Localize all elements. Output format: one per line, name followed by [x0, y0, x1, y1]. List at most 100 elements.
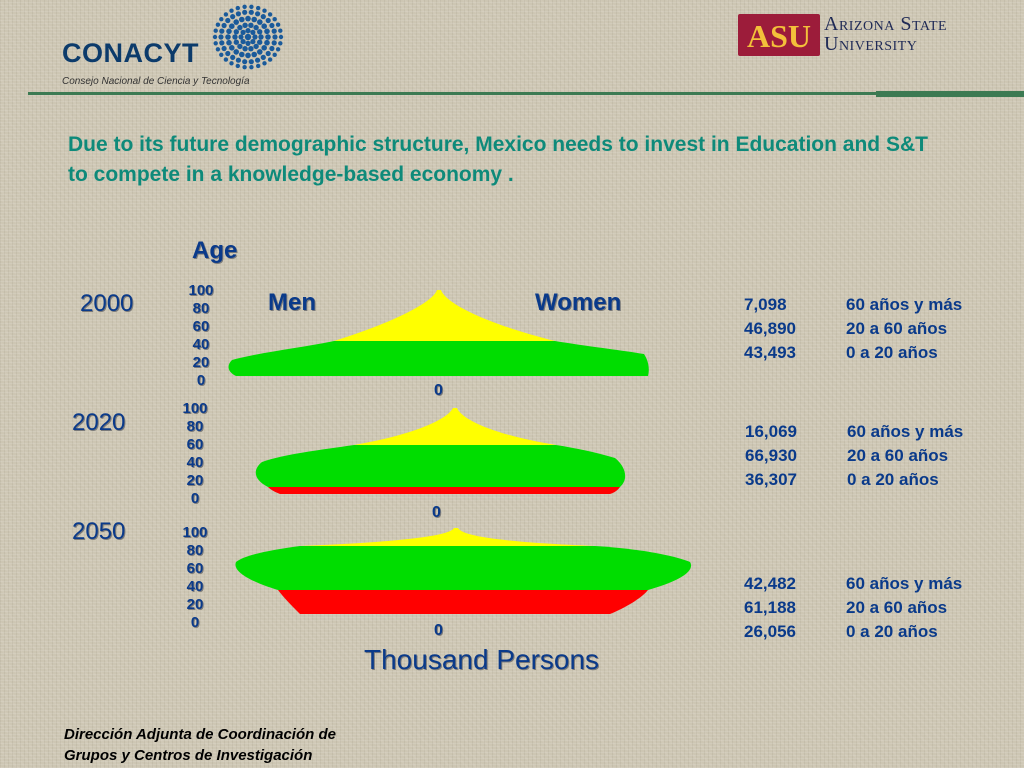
conacyt-wordmark: CONACYT [62, 38, 199, 68]
logo-dot [242, 9, 248, 15]
age-tick: 100 [182, 524, 208, 541]
stat-row: 66,930 20 a 60 años [745, 444, 963, 468]
logo-dot [251, 16, 257, 23]
logo-dot [267, 57, 273, 62]
logo-dot [213, 28, 218, 33]
age-tick: 20 [186, 596, 204, 613]
logo-dot [249, 4, 254, 9]
logo-dot [219, 28, 225, 34]
logo-dot [235, 63, 240, 69]
year-label-2000: 2000 [80, 290, 134, 317]
headline: Due to its future demographic structure,… [68, 133, 928, 186]
stat-row: 26,056 0 a 20 años [744, 620, 962, 644]
stat-value: 66,930 [745, 446, 797, 465]
conacyt-logo: CONACYT Consejo Nacional de Ciencia y Te… [0, 0, 300, 92]
logo-dot [267, 12, 273, 17]
logo-dot [235, 11, 241, 17]
stat-row: 42,482 60 años y más [744, 572, 962, 596]
age-tick: 80 [186, 542, 204, 559]
asu-logo: ASU Arizona State University [738, 12, 978, 62]
age-tick: 40 [186, 578, 204, 595]
age-tick: 0 [196, 372, 206, 389]
logo-dot [219, 40, 225, 46]
stat-value: 26,056 [744, 622, 796, 641]
logo-dot [278, 34, 284, 40]
stats-2020: 16,069 60 años y más 66,930 20 a 60 años 3… [745, 420, 963, 492]
logo-dot [223, 57, 229, 62]
logo-dot [245, 40, 251, 47]
age-tick: 20 [186, 472, 204, 489]
men-label: Men [268, 289, 316, 316]
zero-label-2020: 0 [432, 504, 441, 521]
logo-dot [275, 22, 281, 27]
logo-dot [272, 52, 277, 57]
logo-dot [223, 12, 229, 17]
age-axis-title: Age [192, 237, 238, 264]
logo-dot [269, 45, 275, 52]
pyramid-2000 [228, 290, 649, 376]
logo-dot [249, 65, 254, 70]
logo-dot [229, 61, 234, 66]
asu-name-line2: University [824, 33, 918, 55]
logo-dot [262, 8, 267, 13]
logo-dot [239, 51, 245, 58]
pyramid-2050-adult-band [235, 546, 692, 590]
logo-dot [253, 24, 259, 31]
stat-label: 0 a 20 años [846, 622, 938, 641]
women-label: Women [535, 289, 622, 316]
stat-row: 61,188 20 a 60 años [744, 596, 962, 620]
stat-value: 61,188 [744, 598, 796, 617]
asu-mark-text: ASU [747, 18, 811, 54]
logo-dot [251, 51, 257, 58]
logo-dot [262, 61, 267, 66]
logo-dot [257, 19, 263, 25]
logo-dot [248, 59, 254, 65]
age-ticks-2000: 100 80 60 40 20 0 [186, 282, 216, 390]
stat-row: 43,493 0 a 20 años [744, 341, 962, 365]
logo-dot [265, 50, 271, 57]
logo-dot [219, 52, 224, 57]
logo-dot [248, 9, 254, 15]
stat-label: 20 a 60 años [846, 319, 948, 338]
logo-dot [275, 47, 281, 52]
logo-dot [271, 28, 277, 34]
pyramid-2020-young-band [268, 487, 620, 494]
logo-dot [260, 14, 266, 20]
logo-dot [233, 19, 239, 25]
logo-dot [257, 49, 263, 55]
stat-value: 42,482 [744, 574, 796, 593]
logo-dot [232, 34, 238, 40]
logo-dot [213, 41, 218, 46]
logo-dot [233, 39, 239, 45]
age-tick: 60 [186, 560, 204, 577]
logo-dot [257, 29, 263, 35]
year-label-2050: 2050 [72, 518, 126, 545]
logo-dot [258, 34, 264, 40]
stat-label: 60 años y más [846, 295, 963, 314]
logo-dot [233, 49, 239, 55]
logo-dot [240, 29, 246, 35]
age-tick: 60 [192, 318, 210, 335]
logo-dot [215, 47, 221, 52]
stat-label: 0 a 20 años [846, 343, 938, 362]
stat-value: 36,307 [745, 470, 797, 489]
stat-label: 0 a 20 años [847, 470, 939, 489]
pyramid-2000-adult-band [228, 341, 649, 376]
logo-dot [250, 29, 256, 35]
conacyt-dots-icon [212, 4, 284, 70]
logo-dot [245, 52, 251, 59]
logo-dot [271, 40, 277, 46]
stat-label: 60 años y más [846, 574, 963, 593]
logo-dot [252, 34, 258, 40]
logo-dot [212, 34, 218, 40]
logo-dot [265, 34, 271, 40]
age-tick: 40 [186, 454, 204, 471]
logo-dot [225, 34, 231, 40]
logo-dot [225, 17, 231, 24]
logo-dot [256, 5, 261, 11]
logo-dot [229, 23, 235, 30]
asu-name: Arizona State University [824, 14, 947, 54]
zero-label-2000: 0 [434, 382, 443, 399]
logo-dot [244, 33, 252, 41]
